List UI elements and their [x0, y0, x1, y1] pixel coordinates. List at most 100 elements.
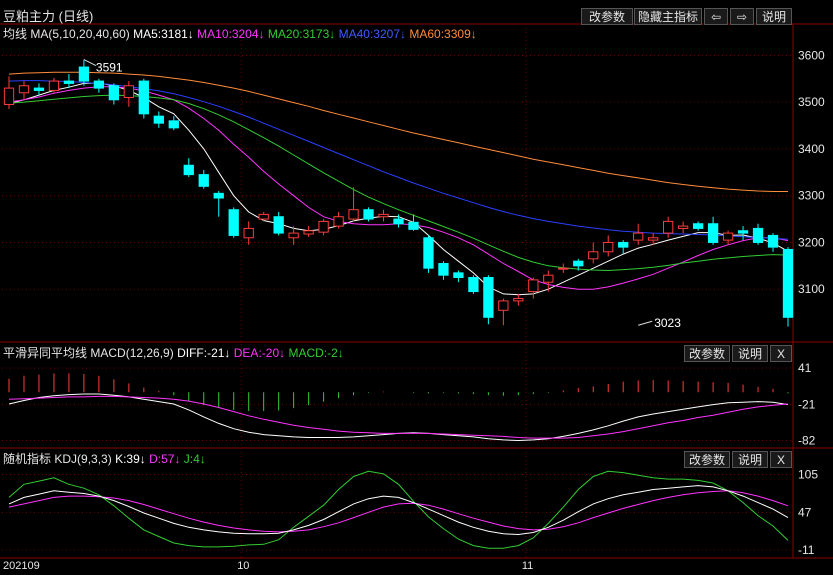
- candle-body: [513, 298, 524, 302]
- candle-body: [183, 164, 194, 176]
- macd-help-button[interactable]: 说明: [732, 345, 768, 362]
- candle-body: [33, 87, 45, 91]
- page-title: 豆粕主力 (日线): [3, 9, 94, 24]
- ma-params: MA(5,10,20,40,60): [30, 27, 130, 41]
- candle-body: [573, 260, 584, 267]
- macd-params: MACD(12,26,9): [90, 346, 174, 360]
- kdj-line-j: [8, 470, 789, 549]
- candle-body: [303, 230, 314, 235]
- d-value: D:57↓: [149, 452, 181, 466]
- candle-body: [198, 174, 209, 187]
- main-legend-label: 均线: [3, 27, 28, 41]
- candle-body: [243, 227, 254, 239]
- ma-line-ma60: [8, 71, 788, 192]
- ma60-value: MA60:3309↓: [409, 27, 477, 41]
- x-tick-label: 10: [237, 560, 249, 570]
- macd-tick-label: 41: [798, 361, 812, 375]
- change-params-button[interactable]: 改参数: [581, 8, 633, 25]
- macd-tick-label: -82: [798, 433, 816, 447]
- candle-body: [707, 223, 719, 243]
- candle-body: [153, 115, 164, 124]
- x-tick-label: 202109: [3, 560, 40, 570]
- macd-close-button[interactable]: X: [770, 345, 792, 362]
- macd-legend: 平滑异同平均线 MACD(12,26,9) DIFF:-21↓ DEA:-20↓…: [3, 346, 344, 360]
- kdj-close-button[interactable]: X: [770, 451, 792, 468]
- candle-body: [483, 277, 494, 318]
- candle-body: [648, 237, 659, 241]
- candle-body: [228, 209, 239, 236]
- candle-body: [752, 227, 764, 243]
- candle-body: [543, 274, 554, 283]
- high-marker-line: [83, 59, 97, 67]
- candle-body: [468, 277, 479, 293]
- kdj-tick-label: 47: [798, 505, 812, 519]
- candle-body: [123, 85, 134, 98]
- candle-body: [633, 232, 644, 241]
- candle-body: [78, 66, 90, 82]
- kdj-tick-label: 105: [798, 468, 818, 482]
- candle-body: [558, 267, 569, 270]
- candle-body: [273, 216, 284, 234]
- kdj-help-button[interactable]: 说明: [732, 451, 768, 468]
- candle-body: [348, 209, 359, 220]
- next-arrow-button[interactable]: ⇨: [730, 8, 754, 25]
- candle-body: [453, 272, 464, 279]
- candle-body: [423, 237, 434, 269]
- candle-body: [93, 80, 105, 89]
- k-value: K:39↓: [115, 452, 146, 466]
- candle-body: [108, 85, 120, 101]
- candle-body: [618, 241, 629, 248]
- candle-body: [213, 192, 224, 199]
- ma-line-ma5: [8, 82, 789, 296]
- y-tick-label: 3500: [798, 95, 825, 109]
- kdj-line-d: [8, 490, 789, 533]
- candle-body: [438, 263, 449, 276]
- candle-body: [318, 220, 329, 233]
- low-marker-line: [638, 320, 653, 326]
- candle-body: [722, 232, 734, 241]
- x-tick-label: 11: [522, 560, 533, 570]
- candle-body: [378, 213, 389, 218]
- ma-line-ma10: [8, 86, 789, 290]
- candle-body: [528, 279, 539, 293]
- candle-body: [588, 251, 599, 260]
- candle-body: [677, 225, 689, 229]
- high-price-label: 3591: [96, 61, 123, 75]
- candle-body: [63, 80, 75, 84]
- diff-value: DIFF:-21↓: [177, 346, 231, 360]
- ma10-value: MA10:3204↓: [197, 27, 265, 41]
- candle-body: [767, 234, 779, 248]
- candle-body: [288, 232, 299, 239]
- macd-legend-label: 平滑异同平均线: [3, 346, 88, 360]
- candle-body: [692, 223, 704, 229]
- macd-value: MACD:-2↓: [288, 346, 344, 360]
- candle-body: [737, 230, 749, 234]
- help-button[interactable]: 说明: [756, 8, 792, 25]
- ma5-value: MA5:3181↓: [133, 27, 194, 41]
- candle-body: [408, 221, 419, 230]
- kdj-change-params-button[interactable]: 改参数: [684, 451, 730, 468]
- y-tick-label: 3400: [798, 142, 825, 156]
- candle-body: [168, 120, 179, 129]
- main-legend: 均线 MA(5,10,20,40,60) MA5:3181↓ MA10:3204…: [3, 27, 477, 41]
- candle-body: [603, 241, 614, 253]
- candle-body: [333, 216, 344, 227]
- candle-body: [48, 80, 60, 91]
- macd-change-params-button[interactable]: 改参数: [684, 345, 730, 362]
- kdj-params: KDJ(9,3,3): [54, 452, 112, 466]
- low-price-label: 3023: [654, 316, 681, 330]
- kdj-legend: 随机指标 KDJ(9,3,3) K:39↓ D:57↓ J:4↓: [3, 452, 206, 466]
- y-tick-label: 3600: [798, 48, 825, 62]
- ma40-value: MA40:3207↓: [338, 27, 407, 41]
- y-tick-label: 3100: [798, 282, 825, 296]
- candle-body: [138, 80, 149, 115]
- prev-arrow-button[interactable]: ⇦: [704, 8, 728, 25]
- candle-body: [393, 218, 404, 225]
- candle-body: [663, 220, 674, 234]
- kdj-line-k: [8, 485, 789, 536]
- kdj-tick-label: -11: [798, 543, 815, 557]
- hide-main-indicator-button[interactable]: 隐藏主指标: [634, 8, 702, 25]
- macd-line-dea: [8, 395, 789, 439]
